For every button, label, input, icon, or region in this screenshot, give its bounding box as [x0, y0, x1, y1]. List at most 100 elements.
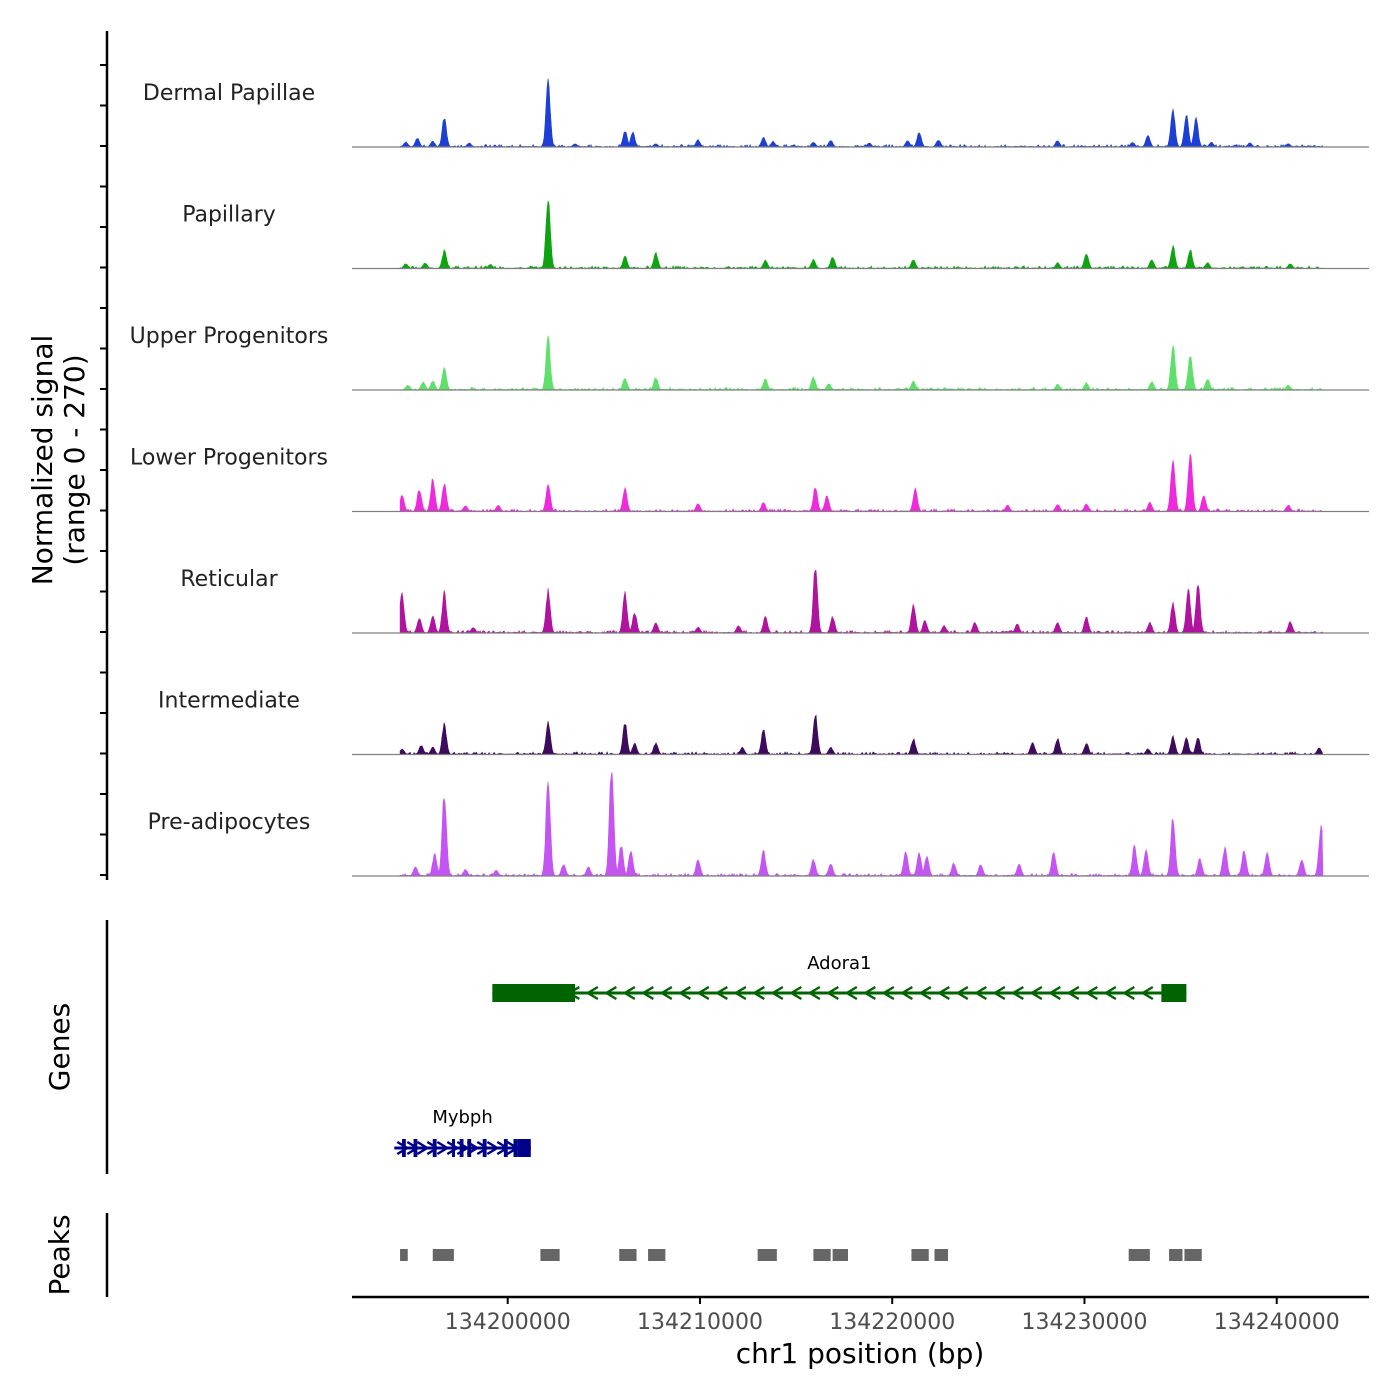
- y-axis-title-line2: (range 0 - 270): [58, 354, 91, 565]
- strand-arrow: [937, 985, 950, 1001]
- strand-arrow: [1103, 985, 1117, 1001]
- exon: [459, 1139, 464, 1157]
- strand-arrow: [733, 985, 747, 1001]
- peak-region: [648, 1249, 666, 1261]
- track-pre-adipocytes: Pre-adipocytes: [148, 772, 1369, 877]
- x-tick-label: 134210000: [637, 1310, 763, 1335]
- exon: [413, 1139, 418, 1157]
- peak-region: [911, 1249, 929, 1261]
- strand-arrow: [881, 985, 895, 1001]
- peak-region: [832, 1249, 849, 1261]
- strand-arrow: [974, 985, 987, 1001]
- x-tick-label: 134220000: [829, 1310, 955, 1335]
- peaks-panel-label: Peaks: [43, 1214, 76, 1295]
- signal-area: [399, 78, 1324, 148]
- signal-area: [399, 714, 1324, 756]
- signal-tracks: Dermal Papillae Papillary Upper Progenitor…: [130, 78, 1369, 877]
- signal-y-axis-ticks: [100, 64, 107, 876]
- track-label: Pre-adipocytes: [148, 810, 311, 835]
- strand-arrow: [807, 985, 821, 1001]
- exon: [451, 1139, 455, 1157]
- gene-adora1: Adora1: [492, 953, 1187, 1002]
- peak-region: [540, 1249, 560, 1261]
- strand-arrow: [486, 1140, 500, 1156]
- strand-arrow: [641, 985, 654, 1001]
- strand-arrow: [396, 1140, 410, 1156]
- track-papillary: Papillary: [182, 200, 1369, 270]
- exon: [1161, 984, 1187, 1002]
- track-reticular: Reticular: [180, 567, 1369, 634]
- track-intermediate: Intermediate: [158, 689, 1369, 756]
- peak-region: [934, 1249, 948, 1261]
- strand-arrow: [752, 985, 765, 1001]
- y-axis-title-line1: Normalized signal: [26, 335, 59, 586]
- exon: [517, 1139, 531, 1157]
- strand-arrow: [659, 985, 673, 1001]
- peak-region: [619, 1249, 637, 1261]
- gene-label: Adora1: [807, 953, 871, 974]
- peak-region: [1128, 1249, 1150, 1261]
- strand-arrow: [476, 1140, 490, 1156]
- strand-arrow: [1085, 985, 1098, 1001]
- track-label: Intermediate: [158, 689, 300, 714]
- track-label: Upper Progenitors: [130, 324, 329, 349]
- gene-label: Mybph: [432, 1107, 492, 1128]
- strand-arrow: [844, 985, 858, 1001]
- strand-arrow: [918, 985, 932, 1001]
- strand-arrow: [770, 985, 784, 1001]
- exon: [492, 984, 576, 1002]
- exon: [467, 1139, 472, 1157]
- peak-region: [1169, 1249, 1183, 1261]
- peak-track: [400, 1249, 1202, 1261]
- signal-area: [399, 772, 1324, 877]
- strand-arrow: [696, 985, 710, 1001]
- strand-arrow: [426, 1140, 440, 1156]
- peak-region: [1184, 1249, 1202, 1261]
- strand-arrow: [715, 985, 728, 1001]
- strand-arrow: [416, 1140, 430, 1156]
- genes-panel-label: Genes: [43, 1003, 76, 1091]
- track-label: Papillary: [182, 203, 276, 228]
- strand-arrow: [992, 985, 1006, 1001]
- track-dermal-papillae: Dermal Papillae: [143, 78, 1369, 148]
- strand-arrow: [863, 985, 876, 1001]
- gene-mybph: Mybph: [394, 1107, 531, 1157]
- strand-arrow: [1066, 985, 1080, 1001]
- x-tick-label: 134240000: [1214, 1310, 1340, 1335]
- exon: [432, 1139, 437, 1157]
- strand-arrow: [1011, 985, 1024, 1001]
- strand-arrow: [789, 985, 802, 1001]
- track-label: Reticular: [180, 567, 278, 592]
- strand-arrow: [1122, 985, 1135, 1001]
- strand-arrow: [622, 985, 636, 1001]
- strand-arrow: [604, 985, 617, 1001]
- strand-arrow: [1048, 985, 1061, 1001]
- strand-arrow: [436, 1140, 450, 1156]
- x-tick-label: 134230000: [1021, 1310, 1147, 1335]
- track-upper-progenitors: Upper Progenitors: [130, 324, 1369, 391]
- peak-region: [757, 1249, 777, 1261]
- x-axis-title: chr1 position (bp): [736, 1337, 985, 1370]
- signal-area: [399, 335, 1324, 391]
- strand-arrow: [446, 1140, 460, 1156]
- exon: [482, 1139, 487, 1157]
- strand-arrow: [585, 985, 599, 1001]
- peak-region: [432, 1249, 454, 1261]
- gene-track: Adora1 Mybph: [394, 953, 1187, 1157]
- exon: [503, 1139, 508, 1157]
- strand-arrow: [1029, 985, 1043, 1001]
- x-axis-ticks: 134200000 134210000 134220000 134230000 1342…: [445, 1297, 1340, 1335]
- peak-region: [400, 1249, 408, 1261]
- track-lower-progenitors: Lower Progenitors: [130, 446, 1369, 513]
- strand-arrow: [678, 985, 691, 1001]
- strand-arrow: [826, 985, 839, 1001]
- exon: [513, 1139, 518, 1157]
- track-label: Lower Progenitors: [130, 446, 328, 471]
- track-label: Dermal Papillae: [143, 81, 315, 106]
- strand-arrow: [955, 985, 969, 1001]
- strand-arrow: [1140, 985, 1154, 1001]
- exon: [401, 1139, 406, 1157]
- peak-region: [813, 1249, 831, 1261]
- x-tick-label: 134200000: [445, 1310, 571, 1335]
